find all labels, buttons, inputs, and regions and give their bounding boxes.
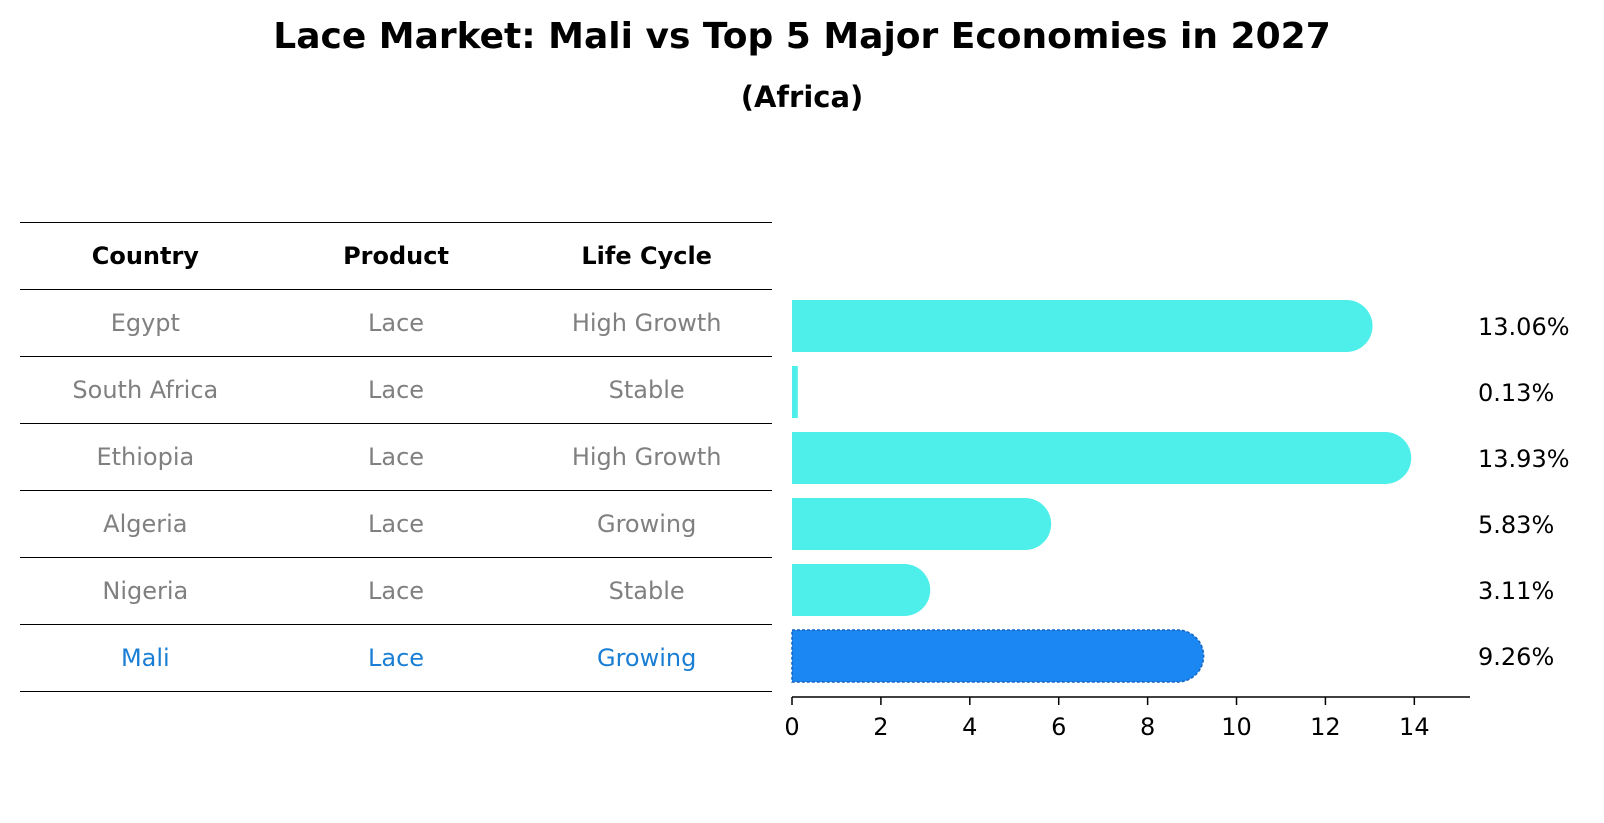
bar-south-africa	[792, 366, 798, 418]
table-row: South Africa Lace Stable	[20, 356, 772, 423]
cell-product: Lace	[367, 577, 425, 605]
x-tick-label: 4	[962, 713, 977, 741]
bar-mali	[791, 629, 1205, 683]
table-row: Ethiopia Lace High Growth	[20, 423, 772, 490]
x-tick-label: 0	[784, 713, 799, 741]
bar-algeria	[792, 498, 1052, 550]
value-label: 3.11%	[1478, 577, 1554, 605]
value-label: 9.26%	[1478, 643, 1554, 671]
table-row: Egypt Lace High Growth	[20, 289, 772, 356]
cell-country: South Africa	[72, 376, 219, 404]
header-product: Product	[343, 242, 449, 270]
table-header-row: Country Product Life Cycle	[20, 222, 772, 289]
table-row: Nigeria Lace Stable	[20, 557, 772, 624]
x-tick-label: 12	[1310, 713, 1341, 741]
cell-product: Lace	[367, 376, 425, 404]
x-tick-label: 10	[1221, 713, 1252, 741]
table-row: Algeria Lace Growing	[20, 490, 772, 557]
bar-ethiopia	[791, 432, 1412, 484]
value-label: 13.06%	[1478, 313, 1570, 341]
value-label: 0.13%	[1478, 379, 1554, 407]
cell-country: Algeria	[103, 510, 188, 538]
cell-product: Lace	[367, 443, 425, 471]
cell-product: Lace	[367, 309, 425, 337]
x-tick-label: 6	[1051, 713, 1066, 741]
cell-life-cycle: Growing	[596, 644, 697, 672]
cell-life-cycle: High Growth	[571, 443, 722, 471]
cell-life-cycle: Growing	[596, 510, 697, 538]
cell-country: Ethiopia	[96, 443, 195, 471]
x-tick-label: 14	[1399, 713, 1430, 741]
chart-title: Lace Market: Mali vs Top 5 Major Economi…	[273, 16, 1331, 57]
data-table: Country Product Life Cycle Egypt Lace Hi…	[20, 222, 772, 692]
cell-product: Lace	[367, 510, 425, 538]
x-tick-label: 2	[873, 713, 888, 741]
cell-product: Lace	[367, 644, 425, 672]
header-country: Country	[91, 242, 199, 270]
x-tick-label: 8	[1140, 713, 1155, 741]
table-row-highlight: Mali Lace Growing	[20, 624, 772, 692]
value-label: 13.93%	[1478, 445, 1570, 473]
cell-life-cycle: Stable	[608, 577, 685, 605]
cell-life-cycle: Stable	[608, 376, 685, 404]
bar-nigeria	[792, 564, 931, 616]
header-life-cycle: Life Cycle	[581, 242, 712, 270]
chart-subtitle: (Africa)	[740, 80, 864, 114]
cell-country: Egypt	[110, 309, 180, 337]
value-label: 5.83%	[1478, 511, 1554, 539]
cell-country: Nigeria	[102, 577, 189, 605]
bar-egypt	[792, 300, 1373, 352]
cell-country: Mali	[120, 644, 170, 672]
cell-life-cycle: High Growth	[571, 309, 722, 337]
